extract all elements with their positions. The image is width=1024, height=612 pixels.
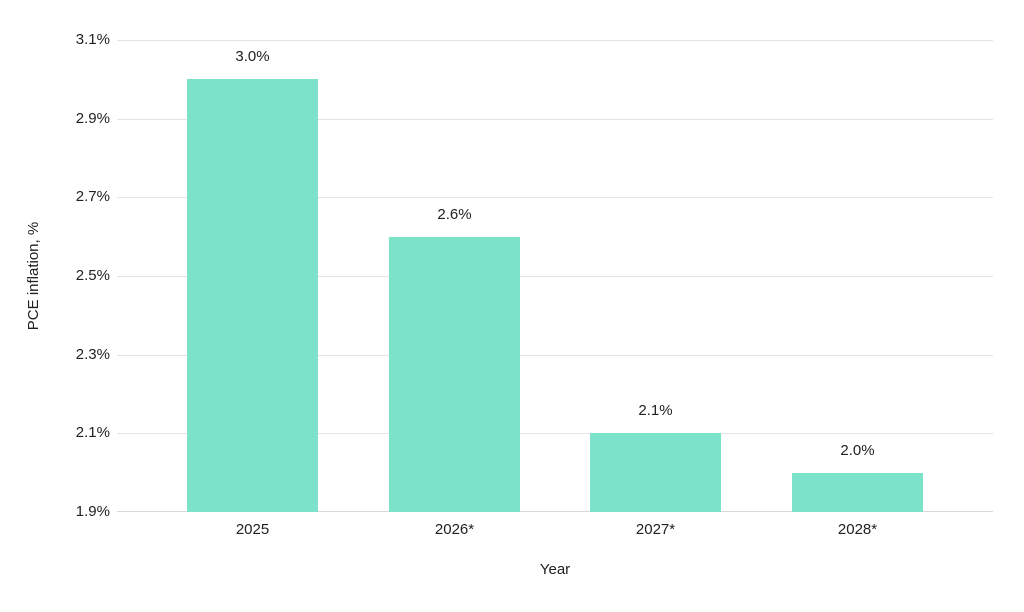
y-tick-label: 1.9% <box>75 503 110 520</box>
gridline <box>117 119 993 120</box>
y-tick-label: 2.9% <box>75 109 110 127</box>
bar-value-label: 2.1% <box>638 402 673 419</box>
bar-value-label: 3.0% <box>235 48 270 65</box>
x-tick-label: 2027* <box>635 521 676 538</box>
y-tick-label: 2.3% <box>75 345 110 363</box>
bar-2026* <box>389 237 520 512</box>
bar-2027* <box>590 433 721 512</box>
plot-area: 3.0% 2.6% 2.1% 2.0% <box>117 40 993 512</box>
x-tick-label: 2025 <box>235 521 270 538</box>
x-tick-label: 2026* <box>434 521 475 538</box>
x-axis-title: Year <box>539 561 571 578</box>
bar-value-label: 2.6% <box>437 206 472 223</box>
gridline <box>117 197 993 198</box>
x-tick-label: 2028* <box>837 521 878 538</box>
y-tick-label: 3.1% <box>75 31 110 48</box>
gridline <box>117 433 993 434</box>
y-tick-label: 2.5% <box>75 267 110 284</box>
y-tick-label: 2.1% <box>75 424 110 442</box>
y-tick-label: 2.7% <box>75 188 110 206</box>
bar-value-label: 2.0% <box>840 442 875 459</box>
bar-2028* <box>792 473 923 512</box>
gridline <box>117 355 993 356</box>
x-axis-line <box>117 511 993 512</box>
gridline <box>117 40 993 41</box>
bar-2025 <box>187 79 318 512</box>
gridline <box>117 276 993 277</box>
